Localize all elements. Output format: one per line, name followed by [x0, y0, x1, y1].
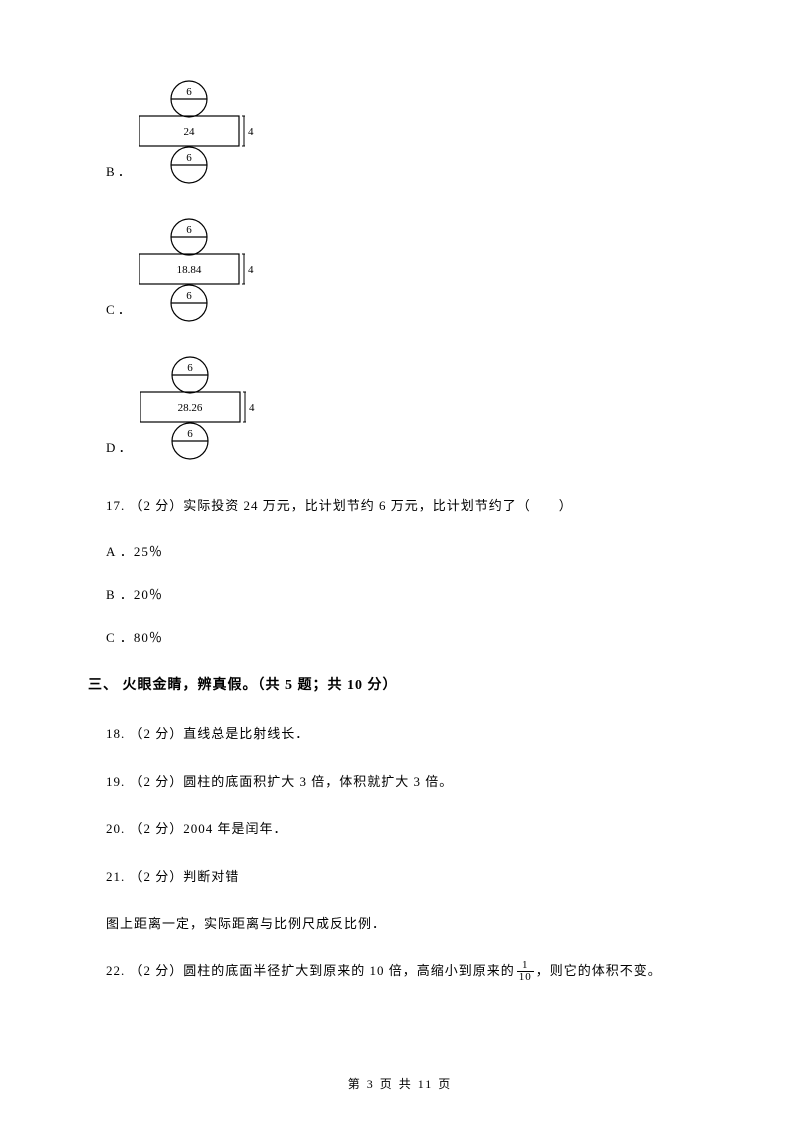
svg-text:6: 6 [187, 362, 193, 374]
svg-text:6: 6 [186, 224, 192, 236]
svg-text:6: 6 [187, 428, 193, 440]
q17-text: 17. （2 分）实际投资 24 万元，比计划节约 6 万元，比计划节约了（ ） [106, 494, 712, 517]
option-d-row: D ． 6 28.26 4 6 [106, 356, 712, 466]
q17-opt-c: C ．80％ [106, 627, 712, 646]
option-b-row: B ． 6 24 4 6 [106, 80, 712, 190]
diagram-d: 6 28.26 4 6 [140, 356, 260, 466]
svg-text:4: 4 [248, 126, 254, 138]
page-footer: 第 3 页 共 11 页 [0, 1075, 800, 1092]
q22-frac-num: 1 [517, 960, 534, 972]
section-3-header: 三、 火眼金睛，辨真假。（共 5 题；共 10 分） [88, 674, 712, 694]
q20-text: 20. （2 分）2004 年是闰年． [106, 817, 712, 840]
svg-text:6: 6 [186, 290, 192, 302]
q22-part2: ，则它的体积不变。 [536, 959, 662, 982]
svg-text:18.84: 18.84 [177, 264, 202, 276]
svg-text:6: 6 [186, 152, 192, 164]
option-b-label: B ． [106, 161, 131, 180]
q22-text: 22. （2 分）圆柱的底面半径扩大到原来的 10 倍，高缩小到原来的 1 10… [106, 959, 712, 982]
q21-line1: 21. （2 分）判断对错 [106, 865, 712, 888]
page-content: B ． 6 24 4 6 C ． 6 18.84 4 6 D ． [0, 0, 800, 983]
q18-text: 18. （2 分）直线总是比射线长． [106, 722, 712, 745]
svg-text:4: 4 [249, 402, 255, 414]
q17-opt-b: B ．20％ [106, 584, 712, 603]
option-c-row: C ． 6 18.84 4 6 [106, 218, 712, 328]
diagram-c: 6 18.84 4 6 [139, 218, 259, 328]
diagram-b: 6 24 4 6 [139, 80, 259, 190]
q17-opt-a: A ．25％ [106, 541, 712, 560]
svg-text:4: 4 [248, 264, 254, 276]
q22-part1: 22. （2 分）圆柱的底面半径扩大到原来的 10 倍，高缩小到原来的 [106, 959, 515, 982]
svg-text:28.26: 28.26 [177, 402, 202, 414]
option-d-label: D ． [106, 437, 132, 456]
option-c-label: C ． [106, 299, 131, 318]
q22-frac-den: 10 [517, 972, 534, 983]
svg-text:6: 6 [186, 86, 192, 98]
q22-fraction: 1 10 [517, 960, 534, 983]
q19-text: 19. （2 分）圆柱的底面积扩大 3 倍，体积就扩大 3 倍。 [106, 770, 712, 793]
q21-line2: 图上距离一定，实际距离与比例尺成反比例． [106, 912, 712, 935]
svg-text:24: 24 [183, 126, 195, 138]
